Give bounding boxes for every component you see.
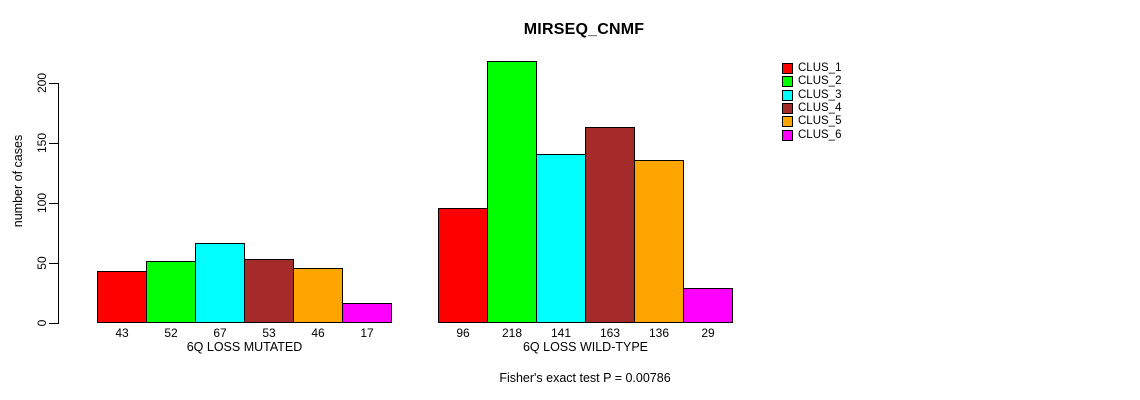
chart-title: MIRSEQ_CNMF bbox=[523, 21, 645, 38]
legend-label: CLUS_5 bbox=[798, 115, 842, 128]
legend-label: CLUS_2 bbox=[798, 75, 842, 88]
group-label: 6Q LOSS MUTATED bbox=[186, 340, 303, 354]
bar bbox=[585, 127, 635, 323]
legend-swatch bbox=[782, 129, 793, 141]
bar-value-label: 67 bbox=[213, 326, 227, 340]
bar bbox=[487, 61, 537, 323]
bar bbox=[293, 268, 343, 323]
y-axis-tick bbox=[49, 83, 58, 84]
legend-swatch bbox=[782, 116, 793, 128]
y-axis-tick bbox=[49, 323, 58, 324]
legend-swatch bbox=[782, 102, 793, 114]
group-label: 6Q LOSS WILD-TYPE bbox=[522, 340, 649, 354]
y-axis-tick bbox=[49, 143, 58, 144]
legend-item: CLUS_5 bbox=[782, 115, 841, 128]
bar bbox=[536, 154, 586, 323]
legend-swatch bbox=[782, 76, 793, 88]
bar-value-label: 163 bbox=[599, 326, 621, 340]
bar-value-label: 136 bbox=[648, 326, 670, 340]
legend-item: CLUS_4 bbox=[782, 102, 841, 115]
y-axis-tick-label: 50 bbox=[35, 256, 49, 270]
bar-value-label: 96 bbox=[456, 326, 470, 340]
bar-value-label: 52 bbox=[164, 326, 178, 340]
y-axis-tick bbox=[49, 203, 58, 204]
legend-item: CLUS_2 bbox=[782, 75, 841, 88]
bar bbox=[97, 271, 147, 323]
bar bbox=[683, 288, 733, 323]
fisher-test-annotation: Fisher's exact test P = 0.00786 bbox=[499, 371, 671, 385]
bar-value-label: 43 bbox=[115, 326, 129, 340]
bar-value-label: 17 bbox=[360, 326, 374, 340]
bar bbox=[195, 243, 245, 323]
legend-item: CLUS_6 bbox=[782, 129, 841, 142]
y-axis-tick-label: 100 bbox=[35, 192, 49, 214]
y-axis-title: number of cases bbox=[11, 134, 25, 228]
legend-swatch bbox=[782, 89, 793, 101]
y-axis-line bbox=[58, 83, 59, 324]
y-axis-tick bbox=[49, 263, 58, 264]
bar-value-label: 53 bbox=[262, 326, 276, 340]
bar-value-label: 46 bbox=[311, 326, 325, 340]
bar-value-label: 29 bbox=[701, 326, 715, 340]
legend-label: CLUS_1 bbox=[798, 62, 842, 74]
bar bbox=[146, 261, 196, 323]
legend-label: CLUS_4 bbox=[798, 101, 842, 114]
bar-value-label: 218 bbox=[501, 326, 523, 340]
legend-item: CLUS_1 bbox=[782, 62, 841, 75]
bar bbox=[244, 259, 294, 323]
y-axis-tick-label: 0 bbox=[35, 319, 49, 327]
legend-item: CLUS_3 bbox=[782, 89, 841, 102]
y-axis-tick-label: 200 bbox=[35, 72, 49, 94]
bar bbox=[634, 160, 684, 323]
y-axis-tick-label: 150 bbox=[35, 132, 49, 154]
legend-swatch bbox=[782, 63, 793, 74]
legend-label: CLUS_3 bbox=[798, 88, 842, 101]
bar bbox=[438, 208, 488, 323]
bar-value-label: 141 bbox=[550, 326, 572, 340]
bar bbox=[342, 303, 392, 323]
legend-label: CLUS_6 bbox=[798, 128, 842, 141]
